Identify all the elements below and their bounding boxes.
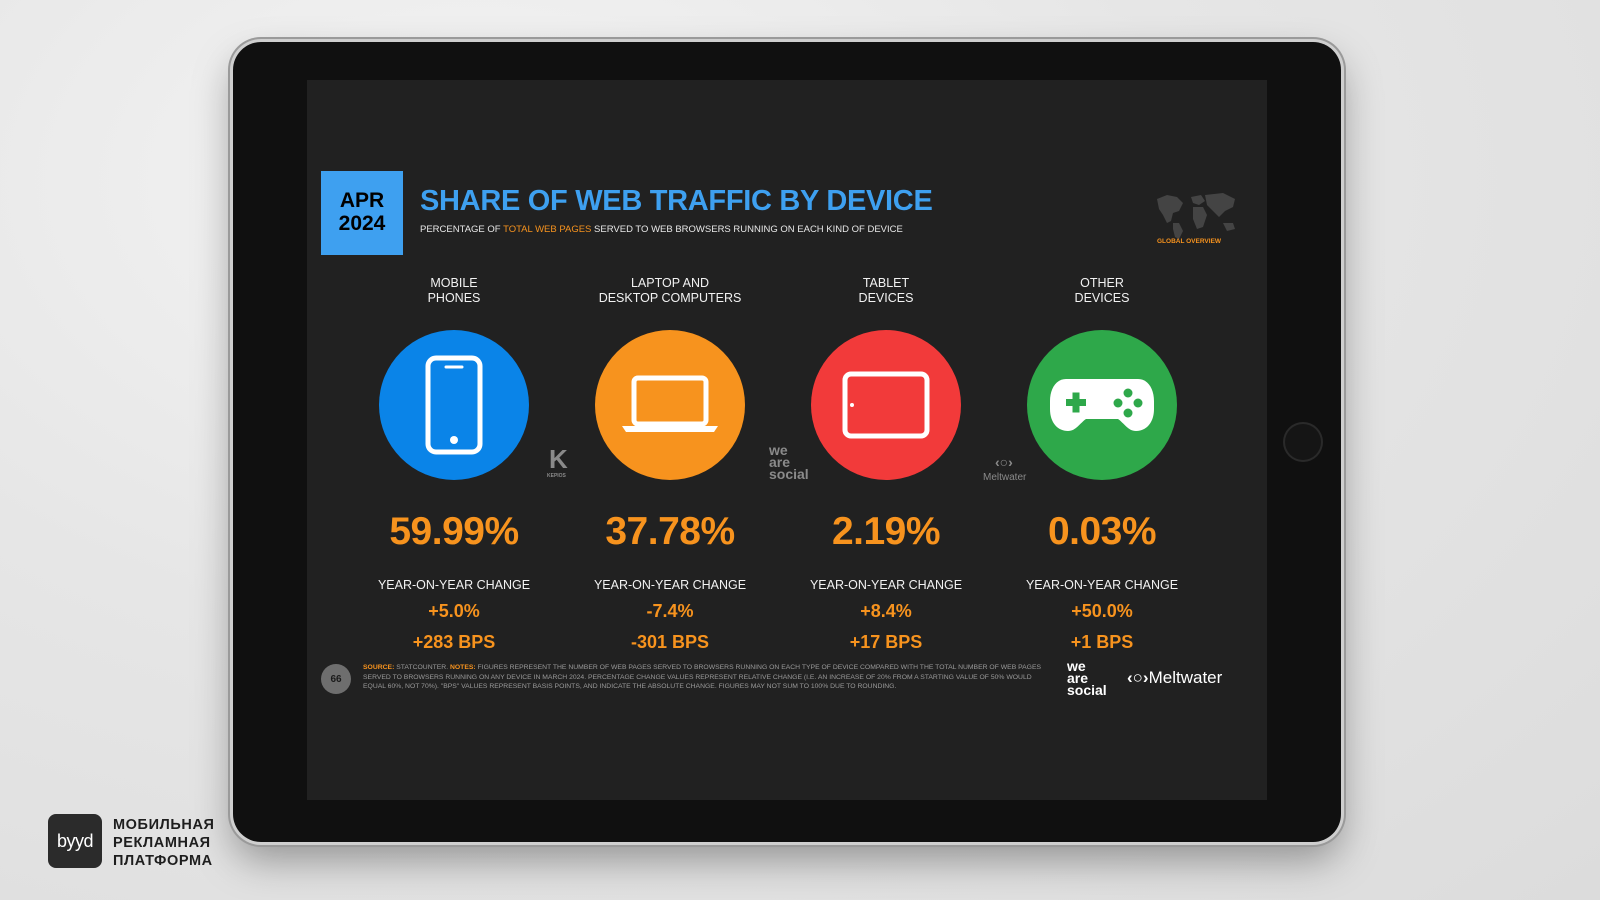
logo-line: social [769,466,809,482]
tablet-home-button [1283,422,1323,462]
device-column-other: OTHER DEVICES 0.03% YEAR-ON-YEAR CHANGE … [1002,276,1202,653]
device-column-tablet: TABLET DEVICES 2.19% YEAR-ON-YEAR CHANGE… [786,276,986,653]
device-label-line: MOBILE [430,276,478,290]
device-circle-laptop [595,330,745,480]
notes-value: FIGURES REPRESENT THE NUMBER OF WEB PAGE… [363,664,1042,690]
yoy-label: YEAR-ON-YEAR CHANGE [809,578,963,592]
slide: APR 2024 SHARE OF WEB TRAFFIC BY DEVICE … [307,80,1267,800]
gamepad-icon [1050,379,1154,431]
meltwater-watermark: Meltwater [983,472,1027,483]
notes-key: NOTES: [449,664,476,671]
slide-subtitle: PERCENTAGE OF TOTAL WEB PAGES SERVED TO … [420,224,903,235]
device-label-line: DESKTOP COMPUTERS [598,291,742,305]
yoy-change-tablet: +8.4% [860,601,912,621]
device-circle-tablet [811,330,961,480]
logo-line: social [1067,682,1107,698]
share-value-laptop: 37.78% [605,510,735,553]
device-circle-mobile [379,330,529,480]
bps-change-mobile: +283 BPS [412,632,496,652]
laptop-icon [622,375,718,432]
slide-title: SHARE OF WEB TRAFFIC BY DEVICE [420,185,933,217]
logo-line: we [1067,658,1086,674]
share-value-mobile: 59.99% [389,510,519,553]
tagline-line: ПЛАТФОРМА [113,853,213,869]
we-are-social-watermark: we are social [769,442,809,482]
device-label-line: DEVICES [1074,291,1130,305]
device-label-line: LAPTOP AND [630,276,710,290]
world-map-icon [1157,193,1235,239]
meltwater-icon: ‹○› [1127,668,1149,687]
region-label: GLOBAL OVERVIEW [1157,238,1222,245]
device-label-line: TABLET [862,276,910,290]
subtitle-before: PERCENTAGE OF [420,224,504,235]
date-month: APR [339,189,385,212]
yoy-label: YEAR-ON-YEAR CHANGE [593,578,747,592]
device-label-laptop: LAPTOP AND DESKTOP COMPUTERS [570,276,770,308]
logo-line: are [769,454,791,470]
device-column-mobile: MOBILE PHONES 59.99% YEAR-ON-YEAR CHANGE… [354,276,554,653]
mobile-phone-icon [425,355,483,455]
bps-change-other: +1 BPS [1070,632,1134,652]
yoy-change-mobile: +5.0% [428,601,480,621]
we-are-social-logo: we are social [1067,658,1107,698]
kepios-logo-text: KEPIOS [547,473,566,479]
source-key: SOURCE: [363,664,395,671]
yoy-change-other: +50.0% [1071,601,1133,621]
yoy-label: YEAR-ON-YEAR CHANGE [1025,578,1179,592]
share-value-other: 0.03% [1047,510,1157,553]
bps-change-laptop: -301 BPS [630,632,710,652]
tablet-icon [842,371,930,439]
yoy-change-laptop: -7.4% [646,601,694,621]
device-label-line: OTHER [1080,276,1124,290]
meltwater-watermark-icon: ‹○› [995,454,1013,470]
subtitle-after: SERVED TO WEB BROWSERS RUNNING ON EACH K… [591,224,903,235]
source-value: STATCOUNTER. [394,664,450,671]
tagline-line: РЕКЛАМНАЯ [113,835,211,851]
device-label-line: PHONES [427,291,481,305]
device-label-line: DEVICES [858,291,914,305]
device-label-other: OTHER DEVICES [1002,276,1202,308]
date-year: 2024 [338,212,386,235]
device-label-mobile: MOBILE PHONES [354,276,554,308]
share-value-tablet: 2.19% [831,510,941,553]
date-badge: APR 2024 [321,171,403,255]
logo-line: we [769,442,788,458]
bps-change-tablet: +17 BPS [849,632,923,652]
yoy-label: YEAR-ON-YEAR CHANGE [377,578,531,592]
kepios-logo-icon: K [549,444,568,474]
device-column-laptop: LAPTOP AND DESKTOP COMPUTERS 37.78% YEAR… [570,276,770,653]
page-number: 66 [321,664,351,694]
source-note: SOURCE: STATCOUNTER. NOTES: FIGURES REPR… [363,663,1048,692]
tagline-line: МОБИЛЬНАЯ [113,817,215,833]
byyd-tagline: МОБИЛЬНАЯ РЕКЛАМНАЯ ПЛАТФОРМА [113,816,215,870]
meltwater-name: Meltwater [1148,668,1223,687]
logo-line: are [1067,670,1089,686]
meltwater-logo: ‹○›Meltwater [1127,668,1222,688]
subtitle-highlight: TOTAL WEB PAGES [503,224,592,235]
byyd-logo: byyd [48,814,102,868]
device-label-tablet: TABLET DEVICES [786,276,986,308]
device-circle-other [1027,330,1177,480]
